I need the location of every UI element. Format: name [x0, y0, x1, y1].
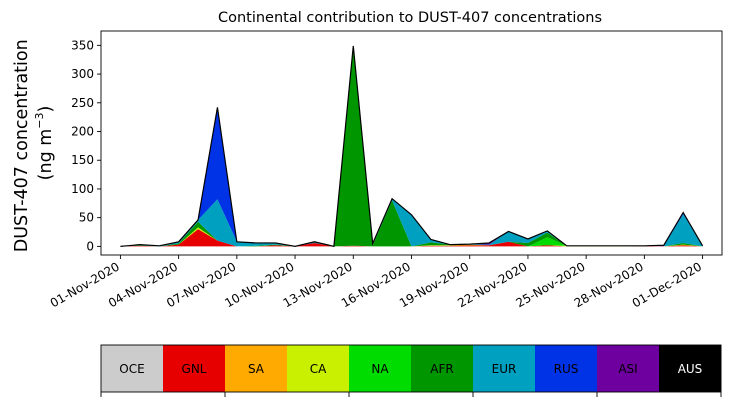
y-axis-label-unit: (ng m	[36, 129, 56, 181]
y-tick-label: 200	[71, 125, 94, 139]
legend-colorbar: OCE GNL SA CA NA AFR EUR RUS ASI AUS	[100, 344, 722, 397]
area-series-eur	[120, 45, 703, 247]
legend-swatch-eur	[473, 345, 536, 392]
y-tick-label: 150	[71, 153, 94, 167]
legend-swatch-sa	[225, 345, 288, 392]
y-axis-label-line2: (ng m−3)	[33, 106, 56, 181]
y-tick-label: 0	[86, 239, 94, 253]
y-tick-label: 350	[71, 38, 94, 52]
y-axis-label-close: )	[36, 106, 56, 113]
plot-area	[120, 45, 704, 248]
y-axis-label-exponent: −3	[33, 112, 46, 128]
legend-swatch-asi	[597, 345, 660, 392]
legend-label-sa: SA	[248, 362, 265, 376]
chart-title: Continental contribution to DUST-407 con…	[218, 10, 602, 26]
legend-label-gnl: GNL	[182, 362, 207, 376]
legend-swatch-ca	[287, 345, 350, 392]
legend-label-rus: RUS	[554, 362, 579, 376]
legend-label-oce: OCE	[119, 362, 144, 376]
legend-label-na: NA	[371, 362, 389, 376]
legend-label-eur: EUR	[492, 362, 517, 376]
legend-swatch-oce	[101, 345, 164, 392]
axes: 05010015020025030035001-Nov-202004-Nov-2…	[48, 30, 723, 310]
y-tick-label: 50	[79, 211, 94, 225]
legend-frame	[100, 344, 722, 393]
legend-swatch-afr	[411, 345, 474, 392]
y-tick-label: 250	[71, 96, 94, 110]
y-axis-label-line1: DUST-407 concentration	[12, 39, 32, 252]
y-axis-label: DUST-407 concentration (ng m−3)	[12, 34, 56, 253]
legend-swatch-aus	[659, 345, 722, 392]
legend-swatch-na	[349, 345, 412, 392]
legend-label-aus: AUS	[678, 362, 703, 376]
legend-swatch-rus	[535, 345, 598, 392]
y-tick-label: 300	[71, 67, 94, 81]
area-series-na	[120, 227, 703, 247]
legend-label-asi: ASI	[618, 362, 637, 376]
legend-label-ca: CA	[310, 362, 327, 376]
total-outline	[120, 45, 704, 248]
y-tick-label: 100	[71, 182, 94, 196]
legend-label-afr: AFR	[430, 362, 453, 376]
legend-swatch-gnl	[163, 345, 226, 392]
